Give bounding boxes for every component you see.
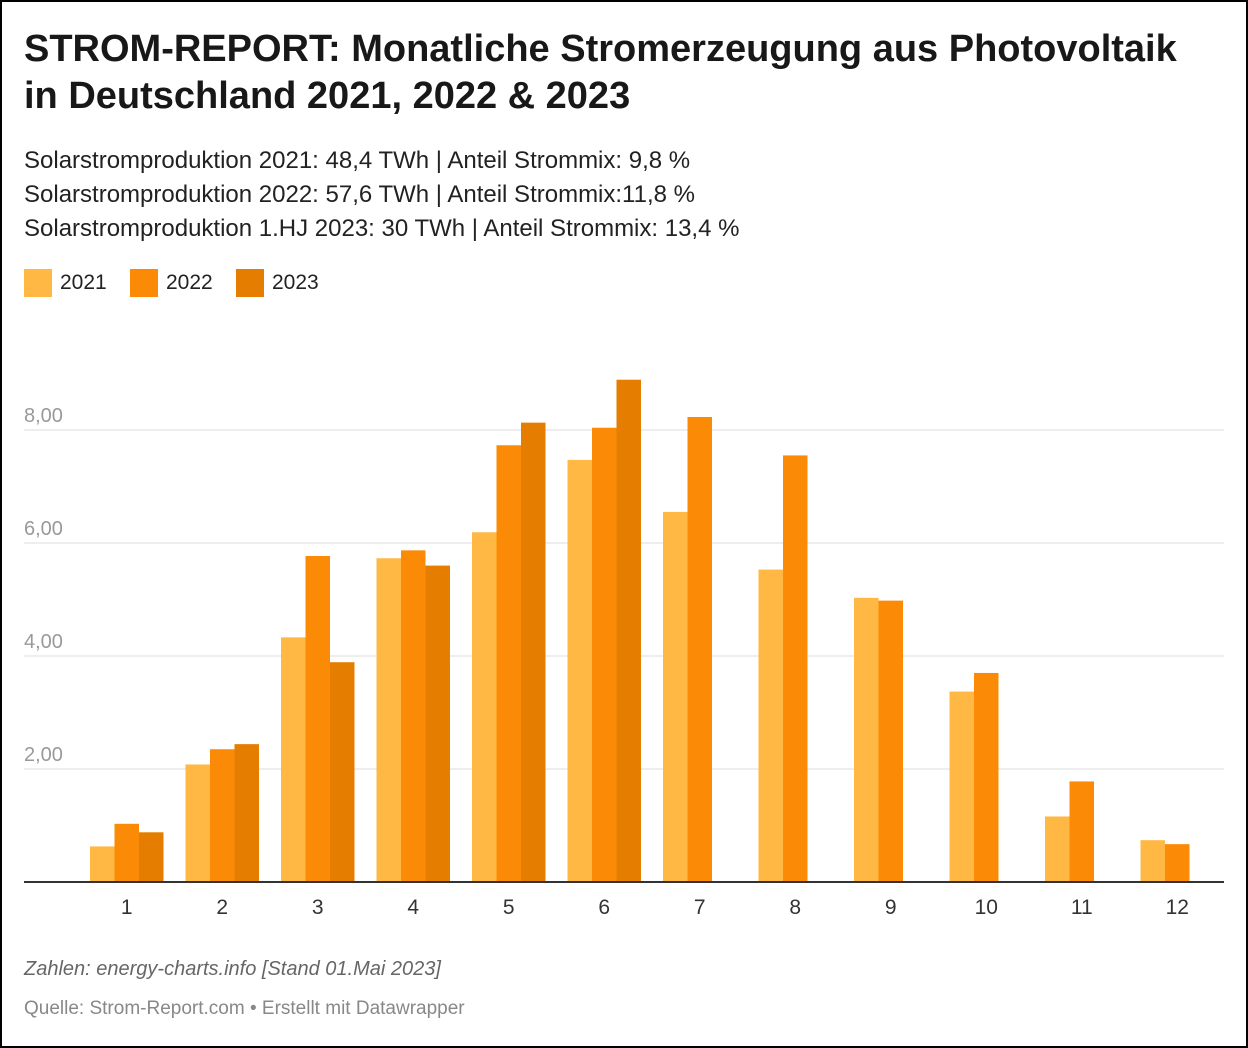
bar-2022-month-8 xyxy=(783,455,808,882)
bar-2022-month-9 xyxy=(878,600,903,882)
y-tick-label: 6,00 xyxy=(24,518,63,540)
x-tick-label: 3 xyxy=(312,896,324,919)
source-line: Quelle: Strom-Report.com • Erstellt mit … xyxy=(24,998,465,1019)
y-tick-label: 4,00 xyxy=(24,631,63,653)
bar-2022-month-7 xyxy=(687,417,712,882)
subtitle-line-2023: Solarstromproduktion 1.HJ 2023: 30 TWh |… xyxy=(24,215,740,242)
x-tick-label: 12 xyxy=(1166,896,1189,919)
bar-2021-month-10 xyxy=(949,691,974,882)
x-tick-label: 2 xyxy=(216,896,228,919)
legend-swatch-2022 xyxy=(130,269,158,297)
bar-2023-month-6 xyxy=(616,379,641,882)
bar-2022-month-1 xyxy=(114,823,139,882)
bar-2021-month-9 xyxy=(854,597,879,882)
legend-label-2022: 2022 xyxy=(166,271,213,294)
y-tick-label: 8,00 xyxy=(24,405,63,427)
bar-2022-month-10 xyxy=(974,672,999,882)
bar-2021-month-5 xyxy=(472,532,497,882)
subtitle-line-2022: Solarstromproduktion 2022: 57,6 TWh | An… xyxy=(24,181,695,208)
legend-label-2021: 2021 xyxy=(60,271,107,294)
subtitle-line-2021: Solarstromproduktion 2021: 48,4 TWh | An… xyxy=(24,147,691,174)
x-tick-label: 5 xyxy=(503,896,515,919)
bar-2023-month-2 xyxy=(234,744,259,882)
bar-2023-month-5 xyxy=(521,422,546,882)
x-tick-label: 7 xyxy=(694,896,706,919)
bar-2022-month-6 xyxy=(592,427,617,882)
bar-2021-month-6 xyxy=(567,459,592,882)
bar-2022-month-2 xyxy=(210,749,235,882)
x-tick-label: 9 xyxy=(885,896,897,919)
bar-2021-month-3 xyxy=(281,637,306,882)
data-note: Zahlen: energy-charts.info [Stand 01.Mai… xyxy=(24,958,441,980)
legend-item-2022: 2022 xyxy=(130,268,213,298)
bar-2021-month-12 xyxy=(1140,840,1165,882)
bar-2023-month-4 xyxy=(425,565,450,882)
bar-2022-month-4 xyxy=(401,550,426,882)
bar-2022-month-11 xyxy=(1069,781,1094,882)
bar-2023-month-1 xyxy=(139,832,164,882)
bar-2021-month-1 xyxy=(90,846,115,882)
bar-2022-month-3 xyxy=(305,555,330,882)
bar-2021-month-8 xyxy=(758,569,783,882)
legend-swatch-2021 xyxy=(24,269,52,297)
x-tick-label: 1 xyxy=(121,896,133,919)
bar-2021-month-4 xyxy=(376,558,401,882)
bar-2022-month-12 xyxy=(1165,844,1190,882)
x-tick-label: 8 xyxy=(789,896,801,919)
bar-2021-month-7 xyxy=(663,511,688,882)
x-tick-label: 6 xyxy=(598,896,610,919)
legend-label-2023: 2023 xyxy=(272,271,319,294)
x-tick-label: 4 xyxy=(407,896,419,919)
legend-swatch-2023 xyxy=(236,269,264,297)
x-tick-label: 11 xyxy=(1071,896,1093,919)
legend-item-2023: 2023 xyxy=(236,268,319,298)
x-tick-label: 10 xyxy=(975,896,998,919)
bar-chart: 2,004,006,008,001 2 3 4 5 6 7 8 9 10 11 12 xyxy=(24,379,1224,919)
bar-2021-month-11 xyxy=(1045,816,1070,882)
bar-2022-month-5 xyxy=(496,445,521,882)
bar-2021-month-2 xyxy=(185,764,210,882)
chart-title: STROM-REPORT: Monatliche Stromerzeugung … xyxy=(24,28,1177,117)
legend-item-2021: 2021 xyxy=(24,268,107,298)
y-tick-label: 2,00 xyxy=(24,744,63,766)
bar-2023-month-3 xyxy=(330,662,355,882)
